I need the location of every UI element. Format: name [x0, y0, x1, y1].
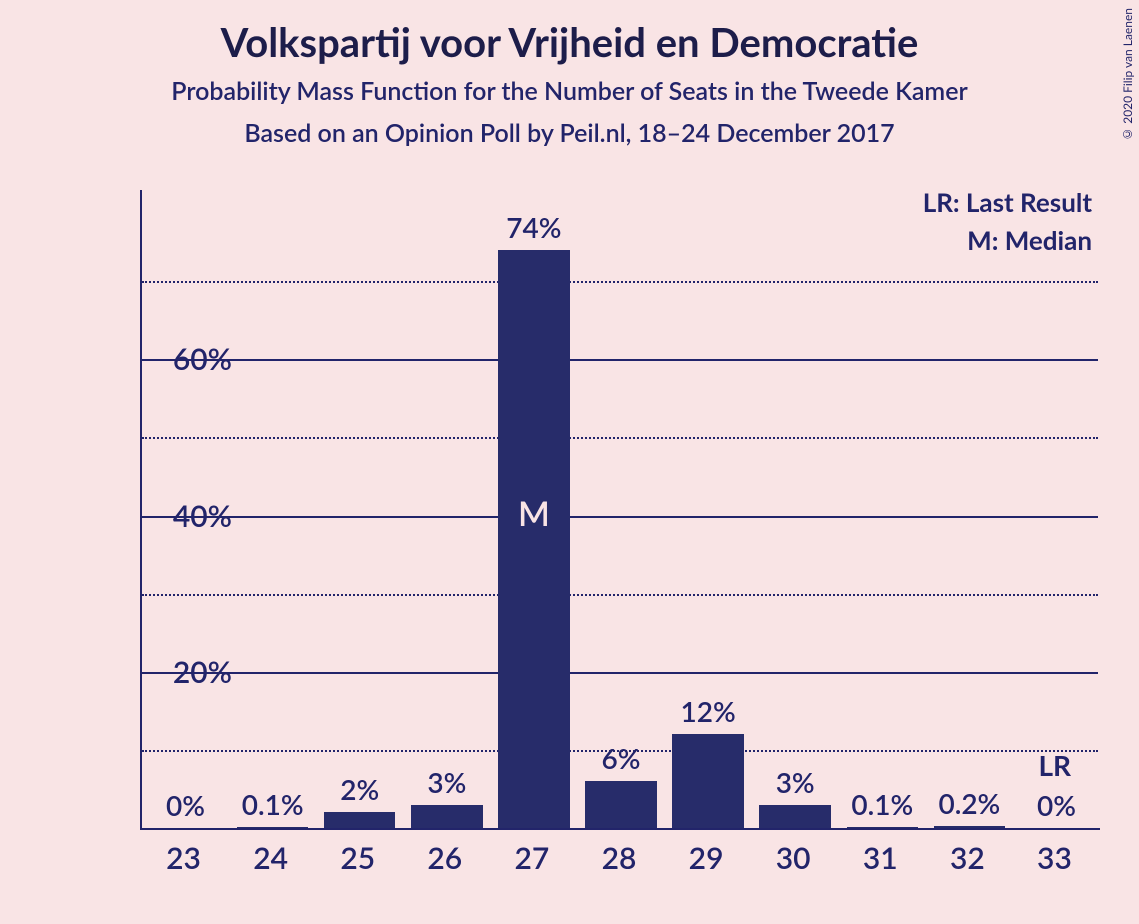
grid-major-line [142, 672, 1098, 674]
bar: 6% [585, 781, 656, 828]
chart-title: Volkspartij voor Vrijheid en Democratie [0, 0, 1139, 66]
bar: 0.1% [237, 827, 308, 828]
bar-value-label: 2% [324, 772, 395, 806]
grid-minor-line [142, 594, 1098, 596]
lr-marker: LR [1038, 748, 1071, 782]
bar-value-label: 0.1% [237, 787, 308, 821]
bar: 0.1% [847, 827, 918, 828]
x-tick-label: 26 [405, 840, 485, 876]
x-axis-line [140, 828, 1100, 830]
y-tick-label: 40% [122, 498, 232, 534]
bar: 12% [672, 734, 743, 828]
bar-value-label: 0.2% [934, 786, 1005, 820]
y-tick-label: 60% [122, 341, 232, 377]
bar-value-label: 12% [672, 694, 743, 728]
y-tick-label: 20% [122, 654, 232, 690]
x-tick-label: 23 [144, 840, 224, 876]
x-tick-label: 30 [753, 840, 833, 876]
grid-minor-line [142, 281, 1098, 283]
legend-lr: LR: Last Result [923, 186, 1092, 218]
grid-major-line [142, 516, 1098, 518]
median-marker: M [498, 493, 569, 534]
legend-m: M: Median [967, 224, 1092, 256]
chart-subtitle-1: Probability Mass Function for the Number… [0, 76, 1139, 106]
chart-container: 0%0.1%2%3%74%M6%12%3%0.1%0.2%0%LR LR: La… [52, 190, 1112, 890]
bar-value-label: 6% [585, 741, 656, 775]
grid-minor-line [142, 437, 1098, 439]
bar-value-label: 0% [150, 788, 221, 822]
x-tick-label: 29 [666, 840, 746, 876]
bar: 3% [411, 805, 482, 828]
x-tick-label: 27 [492, 840, 572, 876]
bar-value-label: 0.1% [847, 787, 918, 821]
bar: 2% [324, 812, 395, 828]
bar: 0.2% [934, 826, 1005, 828]
grid-major-line [142, 359, 1098, 361]
bar-value-label: 74% [498, 210, 569, 244]
x-tick-label: 31 [840, 840, 920, 876]
plot-area: 0%0.1%2%3%74%M6%12%3%0.1%0.2%0%LR LR: La… [140, 190, 1100, 830]
bar-value-label: 0% [1021, 788, 1092, 822]
x-tick-label: 24 [231, 840, 311, 876]
copyright-text: © 2020 Filip van Laenen [1120, 8, 1135, 142]
x-tick-label: 33 [1014, 840, 1094, 876]
x-tick-label: 28 [579, 840, 659, 876]
chart-subtitle-2: Based on an Opinion Poll by Peil.nl, 18–… [0, 118, 1139, 148]
bar-value-label: 3% [411, 765, 482, 799]
x-tick-label: 32 [927, 840, 1007, 876]
bar-value-label: 3% [759, 765, 830, 799]
bar: 74%M [498, 250, 569, 828]
x-tick-label: 25 [318, 840, 398, 876]
bar: 3% [759, 805, 830, 828]
